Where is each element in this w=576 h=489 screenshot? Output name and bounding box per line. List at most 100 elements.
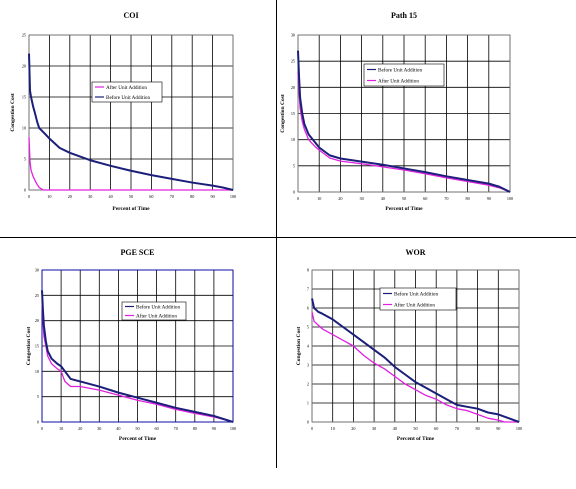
wor-y-tick-label: 2 (307, 382, 309, 387)
path15-title: Path 15 (391, 11, 417, 20)
wor-x-tick-label: 0 (311, 426, 313, 431)
path15-x-tick-label: 80 (466, 196, 470, 201)
pgesce-x-tick-label: 50 (135, 426, 139, 431)
coi-x-tick-label: 50 (129, 194, 133, 199)
pgesce-x-tick-label: 90 (212, 426, 216, 431)
horizontal-divider (0, 237, 576, 238)
path15-x-tick-label: 40 (381, 196, 385, 201)
wor-y-tick-label: 3 (307, 363, 309, 368)
path15-legend-label-after: After Unit Addition (378, 78, 419, 85)
coi-y-tick-label: 20 (22, 64, 26, 69)
path15-x-tick-label: 20 (338, 196, 342, 201)
coi-y-tick-label: 25 (22, 33, 26, 38)
wor-y-tick-label: 8 (307, 268, 309, 273)
wor-series-before-line (311, 298, 520, 423)
path15-series-after-line (297, 71, 511, 193)
wor-legend-label-before: Before Unit Addition (394, 291, 438, 298)
coi-x-tick-label: 0 (28, 194, 30, 199)
coi-legend-label-before: Before Unit Addition (106, 94, 150, 101)
pgesce-series-before-line (41, 290, 234, 423)
wor-y-tick-label: 7 (307, 287, 309, 292)
path15-x-tick-label: 10 (317, 196, 321, 201)
wor-x-tick-label: 50 (413, 426, 417, 431)
pgesce-x-tick-label: 30 (97, 426, 101, 431)
wor-x-tick-label: 20 (351, 426, 355, 431)
pgesce-y-tick-label: 0 (37, 420, 39, 425)
pgesce-y-tick-label: 30 (35, 268, 39, 273)
wor-x-tick-label: 40 (393, 426, 397, 431)
coi-x-tick-label: 20 (68, 194, 72, 199)
pgesce-x-tick-label: 20 (78, 426, 82, 431)
pgesce-legend-label-before: Before Unit Addition (136, 304, 180, 311)
wor-y-axis-label: Congestion Cost (296, 327, 302, 366)
coi-x-tick-label: 90 (211, 194, 215, 199)
coi-legend: After Unit Addition Before Unit Addition (91, 81, 163, 103)
wor-x-tick-label: 90 (496, 426, 500, 431)
coi-x-tick-label: 80 (190, 194, 194, 199)
wor-y-tick-label: 5 (307, 325, 309, 330)
coi-chart: COI 0 10 20 30 40 50 60 70 80 90 100 0 5 10 15 20 25 Perce… (10, 11, 236, 212)
path15-chart: Path 15 0 10 20 30 40 50 60 70 80 90 100 0 5 10 15 20 25 3… (280, 11, 513, 212)
wor-y-tick-label: 6 (307, 306, 309, 311)
coi-x-tick-label: 40 (109, 194, 113, 199)
wor-x-tick-label: 60 (434, 426, 438, 431)
coi-y-axis-label: Congestion Cost (10, 93, 16, 132)
wor-x-tick-label: 100 (516, 426, 522, 431)
pgesce-y-tick-label: 15 (35, 344, 39, 349)
wor-x-tick-label: 80 (476, 426, 480, 431)
wor-series-after-line (311, 311, 519, 423)
pgesce-x-tick-label: 60 (155, 426, 159, 431)
path15-x-tick-label: 100 (507, 196, 513, 201)
wor-title: WOR (406, 248, 426, 257)
wor-y-tick-label: 0 (307, 420, 309, 425)
coi-x-tick-label: 30 (88, 194, 92, 199)
coi-y-tick-label: 5 (24, 157, 26, 162)
path15-x-tick-label: 50 (402, 196, 406, 201)
path15-legend-label-before: Before Unit Addition (378, 67, 422, 74)
path15-x-tick-label: 60 (423, 196, 427, 201)
pgesce-x-tick-label: 70 (174, 426, 178, 431)
pgesce-y-tick-label: 10 (35, 369, 39, 374)
pgesce-legend: Before Unit Addition After Unit Addition (121, 301, 187, 321)
coi-x-tick-label: 70 (170, 194, 174, 199)
path15-x-tick-label: 90 (487, 196, 491, 201)
coi-x-tick-label: 10 (47, 194, 51, 199)
wor-chart: WOR 0 10 20 30 40 50 60 70 80 90 100 0 1 2 3 4 5 6 7 8 Percen… (296, 248, 522, 442)
path15-y-tick-label: 20 (291, 85, 295, 90)
pgesce-x-tick-label: 40 (116, 426, 120, 431)
path15-y-axis-label: Congestion Cost (280, 94, 286, 133)
path15-legend: Before Unit Addition After Unit Addition (363, 63, 445, 87)
pgesce-x-tick-label: 80 (193, 426, 197, 431)
pgesce-y-tick-label: 5 (37, 394, 39, 399)
coi-x-tick-label: 100 (230, 194, 236, 199)
wor-legend: Before Unit Addition After Unit Addition (379, 287, 457, 311)
path15-y-tick-label: 30 (291, 33, 295, 38)
path15-y-tick-label: 15 (291, 111, 295, 116)
path15-x-axis-label: Percent of Time (385, 206, 423, 212)
coi-y-tick-label: 0 (24, 188, 26, 193)
pgesce-chart: PGE SCE 0 10 20 30 40 50 60 70 80 90 100 0 5 10 15 20 25 3… (26, 248, 236, 442)
pgesce-y-tick-label: 25 (35, 293, 39, 298)
pgesce-x-tick-label: 100 (230, 426, 236, 431)
path15-y-tick-label: 25 (291, 59, 295, 64)
wor-plot-border (311, 269, 520, 423)
pgesce-x-axis-label: Percent of Time (119, 436, 157, 442)
pgesce-title: PGE SCE (120, 248, 154, 257)
path15-y-tick-label: 10 (291, 137, 295, 142)
pgesce-y-tick-label: 20 (35, 318, 39, 323)
coi-legend-box (91, 81, 163, 103)
wor-x-tick-label: 70 (455, 426, 459, 431)
path15-y-tick-label: 5 (293, 163, 295, 168)
wor-x-tick-label: 10 (331, 426, 335, 431)
wor-y-tick-label: 1 (307, 401, 309, 406)
wor-x-axis-label: Percent of Time (397, 436, 435, 442)
coi-legend-label-after: After Unit Addition (106, 84, 147, 91)
coi-y-tick-label: 15 (22, 95, 26, 100)
pgesce-legend-label-after: After Unit Addition (136, 313, 177, 320)
coi-title: COI (123, 11, 138, 20)
pgesce-x-tick-label: 0 (41, 426, 43, 431)
coi-x-axis-label: Percent of Time (112, 206, 150, 212)
path15-series-before-line (297, 50, 511, 193)
